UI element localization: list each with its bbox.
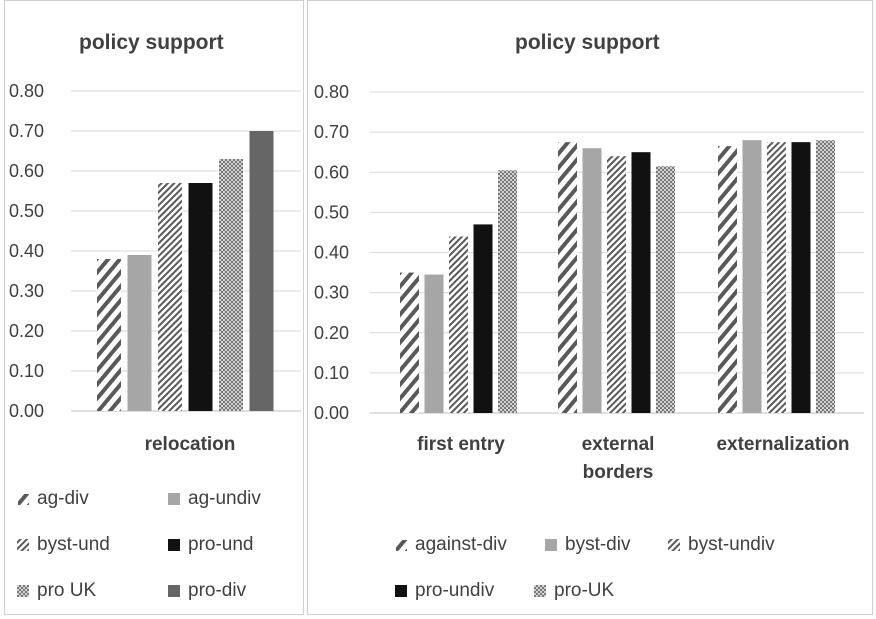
legend-swatch bbox=[545, 539, 557, 551]
y-tick-label: 0.40 bbox=[9, 241, 44, 261]
y-tick-label: 0.60 bbox=[314, 162, 349, 182]
legend-item-byst-undiv: byst-undiv bbox=[666, 534, 775, 556]
y-tick-label: 0.00 bbox=[314, 403, 349, 423]
bar bbox=[400, 272, 419, 413]
legend-label: pro-undiv bbox=[415, 580, 495, 601]
policy-chart-plot: 0.80 0.70 0.60 0.50 0.40 0.30 0.20 0.10 0.00 bbox=[314, 82, 864, 423]
legend-label: ag-div bbox=[37, 488, 89, 509]
legend-swatch bbox=[168, 539, 180, 551]
legend-swatch bbox=[534, 585, 546, 597]
y-tick-label: 0.30 bbox=[9, 281, 44, 301]
category-label-external-borders: external borders bbox=[581, 434, 655, 483]
relocation-chart-plot: 0.80 0.70 0.60 0.50 0.40 0.30 0.20 0.10 0.00 bbox=[9, 81, 301, 421]
legend-label: byst-und bbox=[37, 534, 110, 555]
y-tick-label: 0.30 bbox=[314, 283, 349, 303]
y-tick-label: 0.00 bbox=[9, 401, 44, 421]
legend-swatch bbox=[396, 540, 407, 551]
legend-label: against-div bbox=[415, 534, 507, 555]
bar bbox=[631, 152, 651, 413]
y-tick-label: 0.70 bbox=[9, 121, 44, 141]
legend-swatch bbox=[17, 585, 29, 597]
y-tick-label: 0.50 bbox=[9, 201, 44, 221]
y-tick-label: 0.50 bbox=[314, 202, 349, 222]
relocation-chart-panel: 0.80 0.70 0.60 0.50 0.40 0.30 0.20 0.10 0.00 pol… bbox=[4, 0, 304, 615]
category-label-relocation: relocation bbox=[144, 434, 236, 455]
right-chart-title: policy support bbox=[515, 31, 660, 54]
legend-item-pro-div: pro-div bbox=[166, 580, 246, 602]
y-tick-label: 0.20 bbox=[9, 321, 44, 341]
bar bbox=[449, 236, 468, 413]
category-label-externalization: externalization bbox=[716, 434, 850, 455]
policy-chart-panel: 0.80 0.70 0.60 0.50 0.40 0.30 0.20 0.10 0.00 pol… bbox=[307, 0, 873, 615]
legend-swatch bbox=[168, 585, 180, 597]
legend-swatch bbox=[395, 585, 407, 597]
bar bbox=[742, 140, 762, 413]
y-tick-label: 0.10 bbox=[9, 361, 44, 381]
y-tick-label: 0.60 bbox=[9, 161, 44, 181]
legend-swatch bbox=[18, 494, 29, 505]
left-chart-title: policy support bbox=[79, 31, 224, 54]
legend-swatch bbox=[168, 493, 180, 505]
bar bbox=[424, 274, 444, 413]
legend-item-ag-div: ag-div bbox=[15, 488, 89, 510]
bar bbox=[767, 142, 786, 413]
bar bbox=[219, 159, 243, 411]
bar bbox=[158, 183, 182, 411]
bar bbox=[498, 170, 517, 413]
legend-item-pro-uk: pro UK bbox=[15, 580, 96, 602]
legend-label: pro-UK bbox=[554, 580, 615, 601]
legend-label: byst-undiv bbox=[688, 534, 775, 555]
legend-item-pro-uk: pro-UK bbox=[532, 580, 614, 602]
legend-item-pro-undiv: pro-undiv bbox=[393, 580, 494, 602]
legend-item-against-div: against-div bbox=[393, 534, 507, 556]
legend-label: ag-undiv bbox=[188, 488, 261, 509]
bar bbox=[97, 259, 121, 411]
y-tick-label: 0.20 bbox=[314, 323, 349, 343]
legend-label: byst-div bbox=[565, 534, 631, 555]
bar bbox=[718, 146, 737, 413]
legend-swatch bbox=[17, 539, 29, 551]
bar bbox=[249, 131, 274, 411]
y-tick-label: 0.10 bbox=[314, 363, 349, 383]
bar bbox=[582, 148, 602, 414]
bar bbox=[558, 142, 577, 413]
y-tick-label: 0.80 bbox=[314, 82, 349, 102]
legend-item-byst-und: byst-und bbox=[15, 534, 110, 556]
bar bbox=[473, 224, 493, 413]
bar bbox=[656, 166, 675, 413]
legend-item-byst-div: byst-div bbox=[543, 534, 630, 556]
legend-label: pro-div bbox=[188, 580, 247, 601]
bar bbox=[791, 142, 811, 413]
y-tick-label: 0.40 bbox=[314, 243, 349, 263]
bar bbox=[607, 156, 626, 413]
legend-label: pro UK bbox=[37, 580, 97, 601]
bar bbox=[127, 255, 152, 411]
legend-item-ag-undiv: ag-undiv bbox=[166, 488, 261, 510]
y-tick-label: 0.70 bbox=[314, 122, 349, 142]
legend-item-pro-und: pro-und bbox=[166, 534, 254, 556]
bar bbox=[188, 183, 213, 411]
legend-label: pro-und bbox=[188, 534, 254, 555]
y-tick-label: 0.80 bbox=[9, 81, 44, 101]
legend-swatch bbox=[668, 539, 680, 551]
bar bbox=[816, 140, 835, 413]
category-label-first-entry: first entry bbox=[417, 434, 505, 455]
